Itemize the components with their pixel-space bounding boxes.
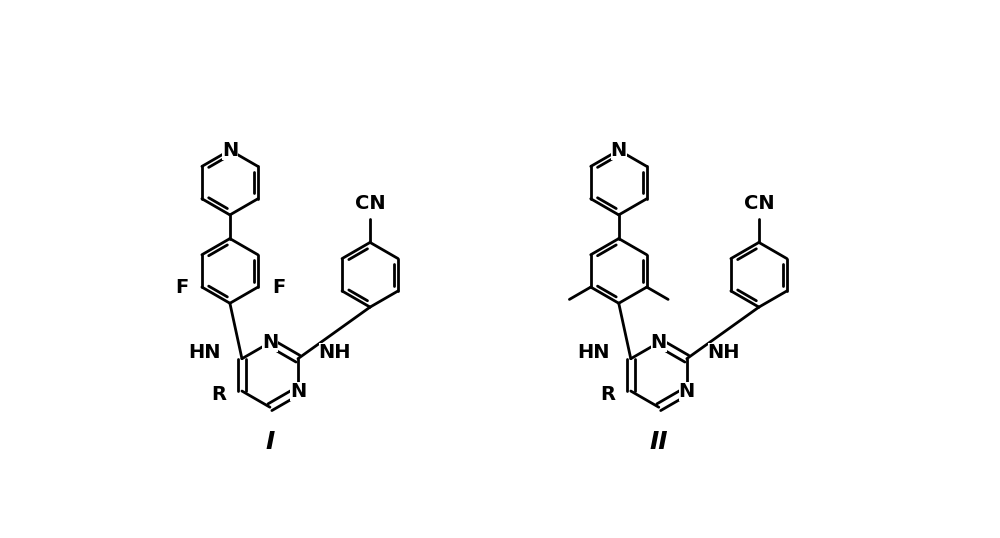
Text: N: N xyxy=(222,141,238,160)
Text: N: N xyxy=(611,141,627,160)
Text: NH: NH xyxy=(708,343,740,362)
Text: F: F xyxy=(175,278,188,296)
Text: R: R xyxy=(212,385,227,405)
Text: HN: HN xyxy=(189,343,221,362)
Text: CN: CN xyxy=(744,194,774,213)
Text: CN: CN xyxy=(355,194,385,213)
Text: N: N xyxy=(651,333,667,352)
Text: N: N xyxy=(262,333,278,352)
Text: II: II xyxy=(650,430,668,454)
Text: NH: NH xyxy=(319,343,351,362)
Text: N: N xyxy=(290,381,306,400)
Text: N: N xyxy=(679,381,695,400)
Text: F: F xyxy=(272,278,285,296)
Text: HN: HN xyxy=(578,343,610,362)
Text: I: I xyxy=(265,430,275,454)
Text: R: R xyxy=(600,385,615,405)
